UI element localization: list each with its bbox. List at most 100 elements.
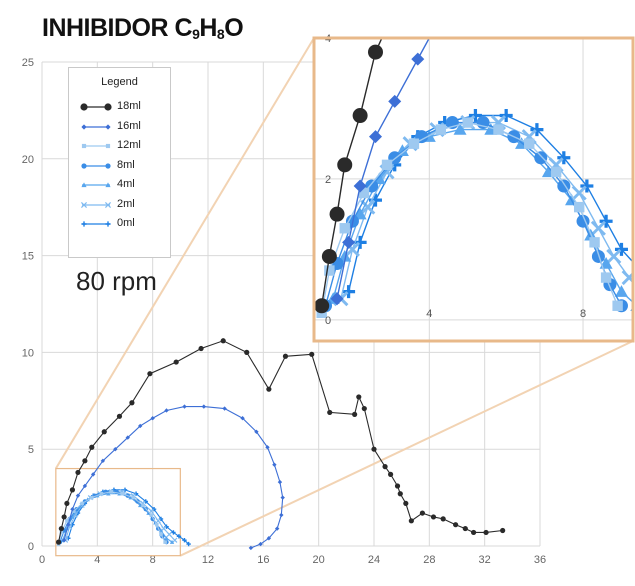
legend-swatch bbox=[80, 103, 112, 111]
data-point bbox=[59, 530, 64, 535]
legend-label: 8ml bbox=[117, 158, 135, 171]
series-line bbox=[58, 491, 166, 545]
data-point bbox=[125, 435, 130, 440]
data-point bbox=[244, 349, 250, 355]
data-point bbox=[155, 518, 161, 524]
data-point bbox=[186, 541, 191, 547]
data-point bbox=[106, 491, 111, 496]
inset-data-point bbox=[580, 179, 594, 193]
data-point bbox=[453, 522, 459, 528]
legend-swatch bbox=[81, 182, 111, 188]
data-point bbox=[116, 413, 123, 419]
inset-data-point bbox=[388, 94, 402, 108]
inset-data-point bbox=[599, 214, 613, 228]
y-tick-label: 0 bbox=[28, 541, 34, 553]
inset-data-point bbox=[499, 109, 513, 123]
x-tick-label: 36 bbox=[534, 554, 546, 566]
data-point bbox=[397, 491, 403, 497]
legend-marker bbox=[105, 123, 111, 130]
legend-marker bbox=[80, 201, 88, 208]
data-point bbox=[69, 487, 76, 493]
y-tick-label: 10 bbox=[22, 347, 34, 359]
inset-data-point bbox=[614, 285, 628, 297]
chart-title: INHIBIDOR C9H8O bbox=[42, 14, 244, 42]
legend-label: 2ml bbox=[117, 197, 135, 210]
data-point bbox=[72, 509, 76, 513]
data-point bbox=[99, 491, 104, 496]
inset-data-point bbox=[330, 292, 344, 306]
data-point bbox=[430, 514, 437, 520]
legend-swatch bbox=[81, 162, 111, 169]
legend-marker bbox=[81, 182, 87, 188]
inset-x-tick-label: 4 bbox=[426, 308, 432, 320]
data-point bbox=[327, 409, 333, 416]
chart-legend: Legend 18ml 16ml 12ml 8ml 4ml 2ml 0ml bbox=[68, 67, 171, 258]
inset-y-tick-label: 2 bbox=[325, 174, 331, 186]
data-point bbox=[82, 483, 88, 489]
inset-data-point bbox=[600, 272, 612, 283]
inset-data-point bbox=[324, 265, 335, 276]
data-point bbox=[75, 469, 81, 476]
data-point bbox=[248, 545, 254, 551]
legend-item-8ml: 8ml bbox=[79, 158, 169, 174]
inset-data-point bbox=[524, 138, 535, 149]
data-point bbox=[419, 510, 426, 516]
data-point bbox=[272, 462, 277, 467]
inset-series-16ml bbox=[330, 3, 451, 306]
legend-marker bbox=[81, 162, 87, 169]
data-point bbox=[61, 514, 67, 520]
y-tick-label: 15 bbox=[22, 251, 34, 263]
data-point bbox=[61, 537, 67, 543]
inset-data-point bbox=[530, 123, 544, 137]
x-tick-label: 0 bbox=[39, 554, 45, 566]
inset-data-point bbox=[462, 117, 473, 128]
legend-marker bbox=[104, 201, 112, 208]
inset-x-tick-label: 8 bbox=[580, 308, 586, 320]
data-point bbox=[388, 471, 394, 477]
data-point bbox=[164, 408, 169, 413]
inset-data-point bbox=[614, 242, 628, 256]
inset-data-point bbox=[368, 130, 382, 144]
legend-label: 18ml bbox=[117, 100, 141, 112]
inset-data-point bbox=[358, 187, 370, 199]
series-line bbox=[58, 340, 503, 543]
data-point bbox=[182, 537, 187, 543]
data-point bbox=[201, 404, 207, 409]
inset-data-point bbox=[353, 179, 367, 193]
x-tick-label: 20 bbox=[313, 554, 325, 566]
x-tick-label: 8 bbox=[150, 554, 156, 566]
inset-data-point bbox=[387, 2, 402, 17]
data-point bbox=[131, 495, 136, 500]
data-point bbox=[171, 530, 176, 535]
legend-marker bbox=[105, 143, 111, 149]
legend-item-16ml: 16ml bbox=[79, 119, 169, 135]
inset-data-point bbox=[360, 199, 376, 215]
legend-marker bbox=[105, 221, 111, 227]
legend-label: 0ml bbox=[117, 217, 135, 229]
inset-data-point bbox=[453, 123, 467, 135]
x-tick-label: 4 bbox=[94, 554, 100, 566]
legend-swatch bbox=[81, 221, 111, 227]
data-point bbox=[282, 353, 289, 359]
inset-data-point bbox=[342, 235, 356, 249]
inset-data-point bbox=[557, 151, 571, 165]
data-point bbox=[129, 400, 135, 406]
legend-title: Legend bbox=[101, 76, 138, 88]
data-point bbox=[280, 495, 285, 500]
inset-border bbox=[312, 36, 635, 343]
data-point bbox=[65, 519, 69, 523]
legend-marker bbox=[105, 162, 111, 169]
data-point bbox=[352, 411, 358, 417]
data-point bbox=[240, 416, 245, 421]
data-point bbox=[265, 445, 270, 450]
data-point bbox=[100, 458, 106, 464]
data-point bbox=[101, 429, 107, 435]
data-point bbox=[356, 394, 362, 400]
legend-item-4ml: 4ml bbox=[79, 177, 169, 193]
data-point bbox=[75, 493, 81, 498]
legend-label: 4ml bbox=[117, 178, 135, 190]
inset-data-point bbox=[438, 3, 451, 16]
inset-data-point bbox=[411, 52, 425, 66]
data-point bbox=[109, 490, 113, 494]
